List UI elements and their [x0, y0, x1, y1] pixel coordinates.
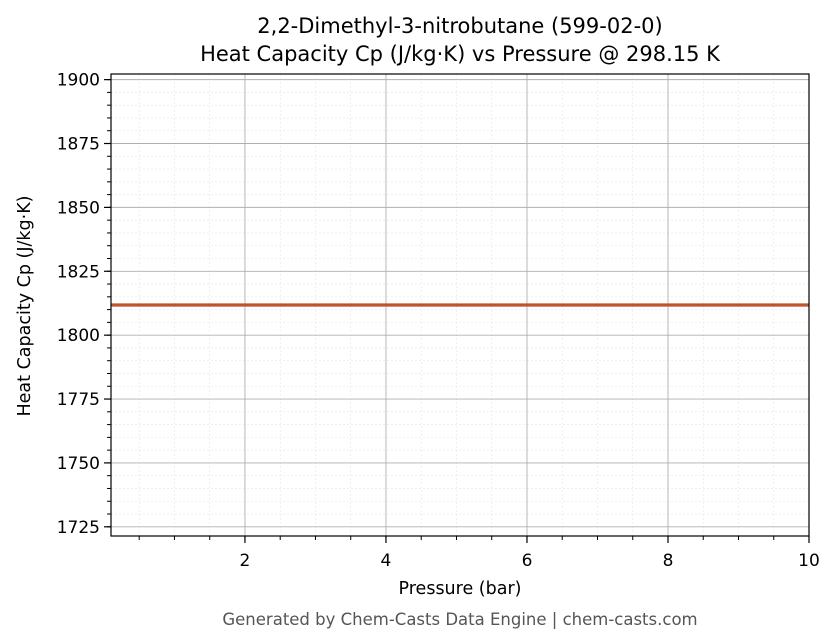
chart-title-line1: 2,2-Dimethyl-3-nitrobutane (599-02-0) [257, 14, 662, 38]
y-tick-label: 1900 [57, 71, 100, 91]
footer-credit: Generated by Chem-Casts Data Engine | ch… [222, 610, 697, 629]
y-tick-label: 1800 [57, 326, 100, 346]
plot-frame [110, 73, 810, 537]
y-tick-label: 1875 [57, 135, 100, 155]
x-tick-label: 8 [663, 551, 674, 571]
y-tick-label: 1775 [57, 390, 100, 410]
y-tick-label: 1825 [57, 262, 100, 282]
y-axis-label: Heat Capacity Cp (J/kg·K) [15, 196, 35, 417]
x-axis-label: Pressure (bar) [399, 579, 522, 599]
y-tick-label: 1850 [57, 198, 100, 218]
x-tick-label: 10 [798, 551, 820, 571]
x-tick-label: 6 [522, 551, 533, 571]
y-tick-label: 1750 [57, 454, 100, 474]
x-tick-label: 2 [240, 551, 251, 571]
chart-title-line2: Heat Capacity Cp (J/kg·K) vs Pressure @ … [200, 42, 721, 66]
y-tick-label: 1725 [57, 518, 100, 538]
axis-ticks [104, 79, 810, 543]
tick-labels: 2 4 6 8 10 1725 1750 1775 1800 1825 1850 1875 1900 [57, 71, 820, 571]
x-tick-label: 4 [381, 551, 392, 571]
major-grid [111, 74, 810, 536]
